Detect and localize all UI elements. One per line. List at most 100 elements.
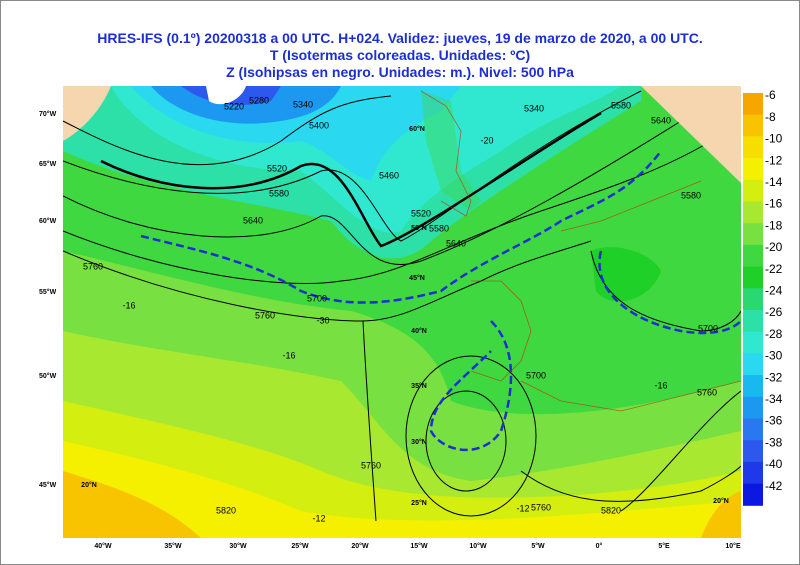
lon-label: 5°W (531, 542, 545, 550)
contour-label: 5220 (224, 101, 244, 111)
lon-label: 40°W (94, 542, 112, 550)
isohypses (63, 90, 741, 522)
colorbar-label: -8 (765, 110, 776, 124)
colorbar-swatch (743, 244, 763, 268)
lon-label: 10°E (725, 542, 741, 550)
isohypse-bold (100, 111, 602, 248)
colorbar-label: -28 (765, 327, 783, 341)
isotherm-label: -16 (122, 300, 135, 310)
contour-label: 5820 (601, 505, 621, 515)
contour-label: 5580 (611, 100, 631, 110)
lon-label: 20°W (351, 542, 369, 550)
contour-label: 5640 (651, 115, 671, 125)
colorbar-label: -36 (765, 414, 783, 428)
colorbar-label: -16 (765, 197, 783, 211)
contour-label: 5520 (411, 208, 431, 218)
colorbar: -6 -8 -10 -12 -14 -16 -18 -20 -22 -24 -26 -28 -30 -32… (743, 88, 783, 506)
contour-label: 5340 (293, 99, 313, 109)
colorbar-label: -20 (765, 240, 783, 254)
lon-label: 15°W (410, 542, 428, 550)
title-line: Z (Isohipsas en negro. Unidades: m.). Ni… (226, 64, 574, 80)
isotherm-label: -16 (654, 380, 667, 390)
lon-label: 10°W (469, 542, 487, 550)
colorbar-swatch (743, 288, 763, 311)
colorbar-swatch (743, 179, 763, 202)
colorbar-label: -32 (765, 370, 783, 384)
colorbar-swatch (743, 396, 763, 419)
colorbar-swatch (743, 223, 763, 246)
colorbar-swatch (743, 201, 763, 224)
isotherm-label: -20 (480, 135, 493, 145)
colorbar-swatch (743, 158, 763, 181)
contour-label: 5700 (307, 293, 327, 303)
lon-label: 35°W (164, 542, 182, 550)
lat-label: 50°N (411, 224, 427, 232)
contour-label: 5580 (681, 190, 701, 200)
contour-label: 5280 (249, 95, 269, 105)
colorbar-label: -12 (765, 153, 783, 167)
isotherm-label: -30 (316, 315, 329, 325)
lon-label: 45°W (39, 481, 57, 489)
lon-label: 60°W (39, 217, 57, 225)
lat-label: 25°N (411, 499, 427, 507)
lat-label: 40°N (411, 327, 427, 335)
colorbar-label: -6 (765, 88, 776, 102)
colorbar-label: -34 (765, 392, 783, 406)
contour-label: 5760 (83, 261, 103, 271)
colorbar-swatch (743, 483, 763, 506)
contour-label: 5580 (269, 188, 289, 198)
colorbar-swatch (743, 331, 763, 354)
lat-label: 20°N (713, 497, 729, 505)
colorbar-swatch (743, 353, 763, 376)
lon-label: 5°E (658, 542, 670, 550)
lat-label: 20°N (81, 481, 97, 489)
lon-label: 30°W (229, 542, 247, 550)
lon-label: 65°W (39, 160, 57, 168)
colorbar-label: -40 (765, 457, 783, 471)
contour-label: 5700 (526, 370, 546, 380)
lon-label: 0° (596, 542, 603, 550)
colorbar-label: -14 (765, 175, 783, 189)
contour-label: 5460 (379, 170, 399, 180)
isotherm-label: -12 (312, 513, 325, 523)
contour-label: 5340 (524, 103, 544, 113)
lat-label: 60°N (409, 125, 425, 133)
colorbar-label: -26 (765, 305, 783, 319)
contour-label: 5760 (255, 310, 275, 320)
contour-label: 5640 (243, 215, 263, 225)
contour-label: 5760 (361, 460, 381, 470)
colorbar-label: -24 (765, 283, 783, 297)
title-line: T (Isotermas coloreadas. Unidades: ºC) (269, 47, 531, 63)
lat-label: 45°N (409, 274, 425, 282)
colorbar-label: -10 (765, 132, 783, 146)
lon-label: 25°W (291, 542, 309, 550)
colorbar-swatch (743, 418, 763, 441)
contour-label: 5520 (267, 163, 287, 173)
colorbar-swatch (743, 266, 763, 289)
lat-label: 30°N (411, 438, 427, 446)
colorbar-swatch (743, 93, 763, 116)
colorbar-swatch (743, 114, 763, 137)
colorbar-label: -18 (765, 218, 783, 232)
colorbar-swatch (743, 440, 763, 463)
colorbar-swatch (743, 375, 763, 398)
isotherm-label: -16 (282, 350, 295, 360)
contour-label: 5820 (216, 505, 236, 515)
coastlines (420, 90, 742, 412)
colorbar-swatch (743, 461, 763, 485)
contour-label: 5640 (446, 238, 466, 248)
temperature-field (63, 86, 741, 538)
contour-label: 5760 (697, 387, 717, 397)
colorbar-label: -30 (765, 349, 783, 363)
lon-label: 55°W (39, 288, 57, 296)
contour-label: 5760 (531, 502, 551, 512)
contour-label: 5400 (309, 120, 329, 130)
colorbar-swatch (743, 310, 763, 333)
contour-label: 5580 (429, 223, 449, 233)
lon-label: 70°W (39, 110, 57, 118)
isotherm-label: -12 (516, 503, 529, 513)
colorbar-swatch (743, 136, 763, 159)
title-line: HRES-IFS (0.1º) 20200318 a 00 UTC. H+024… (97, 30, 703, 46)
